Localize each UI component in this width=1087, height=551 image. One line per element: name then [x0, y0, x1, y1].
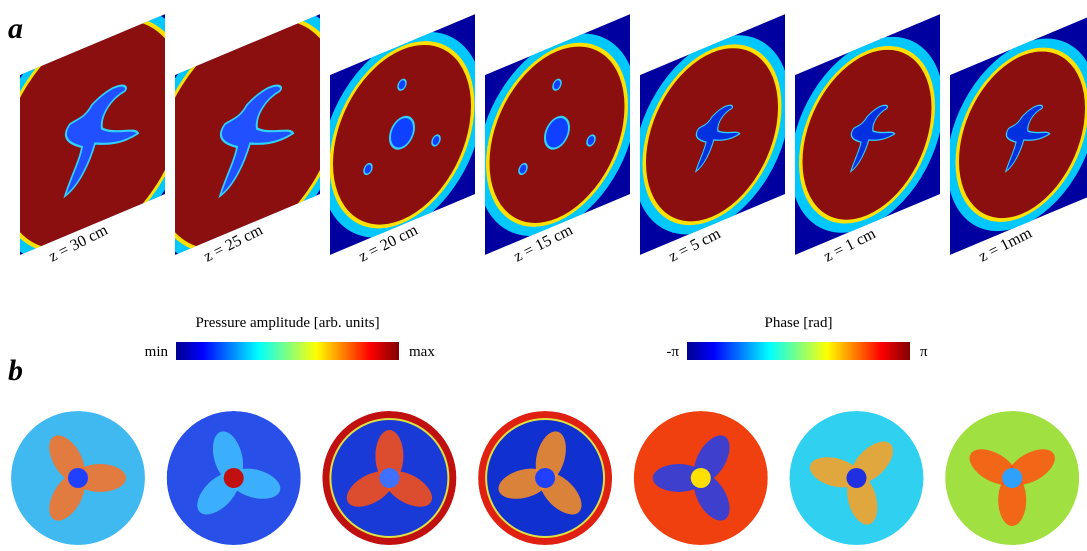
colorbar-title: Pressure amplitude [arb. units] — [195, 315, 379, 331]
plane-content — [640, 14, 785, 255]
phase-core — [535, 468, 555, 488]
phase-core — [1002, 468, 1022, 488]
colorbar — [176, 342, 399, 360]
phase-disc — [167, 411, 301, 545]
plane — [950, 14, 1087, 255]
plane — [484, 14, 631, 256]
plane-content — [795, 14, 940, 255]
phase-core — [224, 468, 244, 488]
colorbar-min: min — [145, 344, 169, 360]
phase-disc — [945, 411, 1079, 545]
colorbar-min: -π — [666, 344, 679, 360]
plane — [327, 12, 477, 257]
figure: a b z = 30 cmz = 25 cmz = 20 cmz = 15 cm… — [0, 0, 1087, 551]
phase-disc — [322, 411, 456, 545]
panel-label: a — [8, 12, 23, 45]
plane — [0, 0, 190, 290]
phase-disc — [11, 411, 145, 545]
phase-core — [379, 468, 399, 488]
panel-label: b — [8, 354, 23, 387]
plane-content — [149, 0, 345, 290]
plane — [640, 14, 785, 255]
phase-core — [691, 468, 711, 488]
phase-disc — [478, 411, 612, 545]
phase-core — [68, 468, 88, 488]
plane — [795, 14, 940, 255]
colorbar-title: Phase [rad] — [765, 315, 833, 331]
colorbar-max: max — [409, 344, 435, 360]
plane-content — [327, 12, 477, 257]
phase-core — [847, 468, 867, 488]
phase-disc — [634, 411, 768, 545]
phase-disc — [790, 411, 924, 545]
colorbar — [687, 342, 910, 360]
colorbar-max: π — [920, 344, 928, 360]
plane-content — [484, 14, 631, 256]
plane-content — [950, 14, 1087, 255]
plane — [149, 0, 345, 290]
plane-content — [0, 0, 190, 290]
